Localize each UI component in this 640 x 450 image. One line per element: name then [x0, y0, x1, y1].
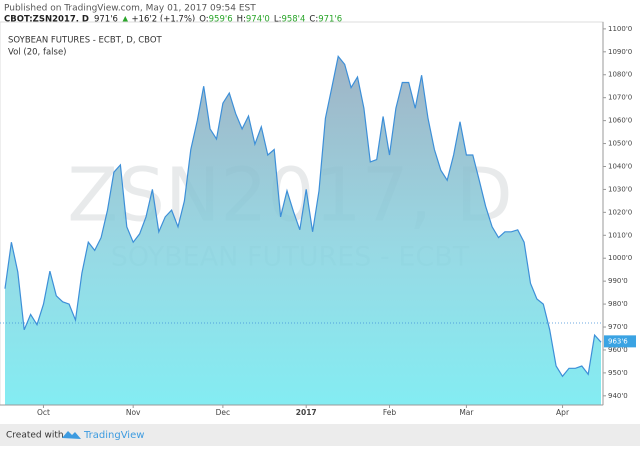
y-tick-label: 970'0: [608, 323, 628, 331]
y-tick-label: 1100'0: [608, 25, 632, 33]
ohlc-value: 971'6: [318, 15, 342, 25]
x-tick-label: Oct: [37, 408, 50, 417]
created-with: Created with: [6, 431, 64, 441]
last-price: 971'6: [94, 15, 118, 25]
y-tick-label: 960'0: [608, 346, 628, 354]
ohlc-value: 958'4: [281, 15, 305, 25]
y-tick-label: 980'0: [608, 300, 628, 308]
y-tick-label: 990'0: [608, 277, 628, 285]
ohlc-key: H:: [237, 15, 246, 25]
y-tick-label: 940'0: [608, 392, 628, 400]
ohlc-key: O:: [199, 15, 208, 25]
brand: TradingView: [83, 430, 144, 441]
y-tick-label: 1030'0: [608, 185, 632, 193]
last-value-tag: [604, 335, 636, 348]
price-area: [5, 56, 601, 406]
published: Published on TradingView.com, May 01, 20…: [4, 4, 256, 14]
x-tick-label: Feb: [383, 408, 397, 417]
footer-bar: [0, 424, 640, 446]
x-tick-label: Dec: [216, 408, 231, 417]
x-tick-label: Apr: [556, 408, 570, 417]
y-tick-label: 1090'0: [608, 48, 632, 56]
y-tick-label: 1040'0: [608, 162, 632, 170]
price-line: [4, 55, 602, 378]
x-tick-label: Mar: [459, 408, 474, 417]
x-tick-label: 2017: [296, 408, 317, 417]
y-tick-label: 1070'0: [608, 94, 632, 102]
y-tick-label: 1020'0: [608, 208, 632, 216]
ohlc-value: 974'0: [246, 15, 270, 25]
legend-entry: SOYBEAN FUTURES - ECBT, D, CBOT: [8, 36, 163, 46]
ohlc-value: 959'6: [209, 15, 233, 25]
y-tick-label: 1080'0: [608, 71, 632, 79]
y-tick-label: 1050'0: [608, 140, 632, 148]
y-tick-label: 1000'0: [608, 254, 632, 262]
y-tick-label: 1060'0: [608, 117, 632, 125]
change-arrow: ▲: [122, 15, 129, 25]
ohlc-key: C:: [309, 15, 318, 25]
symbol-line: CBOT:ZSN2017, D 971'6 ▲ +16'2 (+1.7%) O: 959'…: [4, 15, 342, 25]
legend-entry: Vol (20, false): [8, 48, 67, 58]
change: +16'2 (+1.7%): [132, 15, 196, 25]
tradingview-logo: [62, 431, 81, 439]
last-value-label: 963'6: [608, 337, 628, 345]
x-tick-label: Nov: [126, 408, 141, 417]
symbol: CBOT:ZSN2017, D: [4, 15, 89, 25]
y-tick-label: 950'0: [608, 369, 628, 377]
ohlc-key: L:: [274, 15, 282, 25]
y-tick-label: 1010'0: [608, 231, 632, 239]
